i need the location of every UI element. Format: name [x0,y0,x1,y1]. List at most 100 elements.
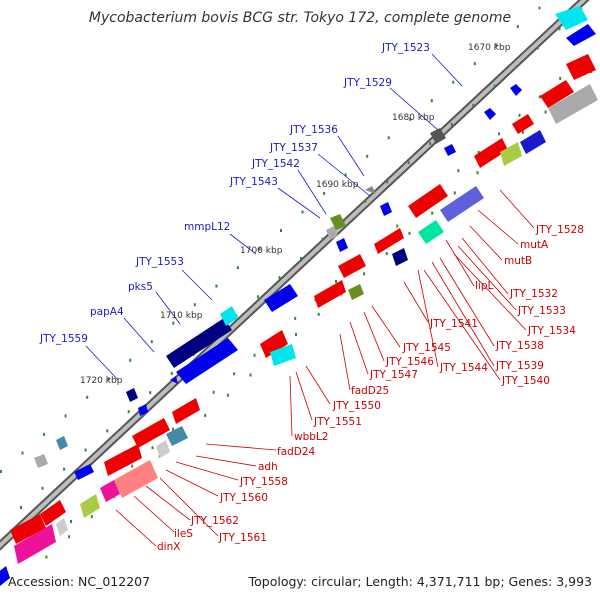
tick-mark [278,276,281,280]
tick-mark [429,142,432,146]
gene-minus [314,280,346,308]
leader-line [371,305,401,348]
gene-label-minus: JTY_1538 [495,340,544,352]
tick-mark [386,180,389,184]
leader-line [115,509,157,547]
gene-plus [326,226,338,240]
gene-label-minus: JTY_1547 [369,369,418,381]
gene-minus [40,500,66,526]
tick-mark [20,506,22,509]
gene-label-minus: fadD25 [351,385,389,397]
gene-plus [444,144,456,156]
gene-plus [555,6,588,30]
tick-mark [538,95,541,99]
gene-label-minus: JTY_1562 [190,515,239,527]
gene-plus [365,186,376,194]
tick-mark [495,43,498,47]
tick-mark [450,122,453,126]
tick-mark [193,303,196,307]
gene-minus [156,440,170,458]
tick-mark [0,470,2,473]
tick-mark [63,467,66,471]
gene-plus [430,128,446,144]
minus-strand-genes [10,54,598,564]
gene-minus [270,344,296,366]
tick-mark [366,154,369,158]
leader-line [423,269,501,381]
gene-plus [264,284,298,312]
gene-minus [56,518,68,536]
gene-plus [0,566,10,586]
tick-mark [396,224,399,228]
gene-minus [14,524,56,564]
tick-mark [215,284,218,288]
scale-label: 1670 kbp [468,43,511,53]
leader-line [277,187,321,219]
tick-mark [516,25,519,29]
gene-minus [114,460,158,498]
tick-mark [149,391,152,395]
gene-minus [104,444,142,476]
tick-mark [249,373,252,377]
leader-line [175,461,239,481]
scale-label: 1690 kbp [316,180,359,190]
gene-plus [34,454,48,468]
gene-label-plus: JTY_1529 [343,77,392,89]
leader-line [337,135,365,177]
gene-plus [510,84,522,96]
tick-mark [515,65,518,69]
tick-mark [45,555,48,559]
gene-label-minus: fadD24 [277,446,316,458]
tick-mark [472,103,475,107]
gene-minus [408,184,448,218]
tick-mark [43,432,46,436]
tick-mark [127,410,130,414]
tick-mark [317,312,320,316]
plus-strand-genes [0,6,596,586]
gene-label-plus: papA4 [90,306,124,318]
gene-minus [172,398,200,424]
tick-mark [536,46,539,50]
topology-summary: Topology: circular; Length: 4,371,711 bp… [248,574,592,589]
tick-mark [407,161,410,165]
gene-minus [548,84,598,124]
tick-mark [294,316,297,320]
tick-mark [457,169,460,173]
scale-labels: 1670 kbp 1680 kbp 1690 kbp 1700 kbp 1710… [80,43,511,386]
gene-label-plus: JTY_1523 [381,42,430,54]
scale-label: 1720 kbp [80,376,123,386]
leader-line [155,291,181,325]
map-title: Mycobacterium bovis BCG str. Tokyo 172, … [88,10,512,26]
tick-mark [431,211,434,215]
gene-plus [166,318,232,368]
gene-label-minus: JTY_1541 [429,318,478,330]
genome-backbone [0,0,590,551]
tick-mark [151,446,154,450]
tick-mark [129,358,132,362]
leader-line [159,477,219,537]
tick-mark [518,113,521,117]
tick-mark [343,218,346,222]
tick-mark [84,448,87,452]
gene-label-minus: mutB [504,255,532,267]
tick-mark [521,130,524,134]
gene-label-minus: JTY_1558 [239,476,288,488]
tick-mark [344,173,347,177]
gene-label-minus: lipL [475,280,493,292]
gene-minus [338,254,366,278]
leader-line [499,189,535,229]
tick-mark [107,377,110,381]
gene-label-minus: JTY_1560 [219,492,268,504]
tick-mark [204,413,207,417]
gene-label-minus: JTY_1528 [535,224,584,236]
leader-line [123,317,155,353]
gene-minus [474,138,508,168]
gene-minus [520,130,546,154]
gene-label-plus: JTY_1536 [289,124,338,136]
leader-line [431,53,463,87]
gene-label-minus: ileS [174,528,193,540]
gene-label-plus: JTY_1543 [229,176,278,188]
gene-label-plus: JTY_1553 [135,256,184,268]
gene-minus [100,480,120,502]
leader-line [477,209,519,245]
